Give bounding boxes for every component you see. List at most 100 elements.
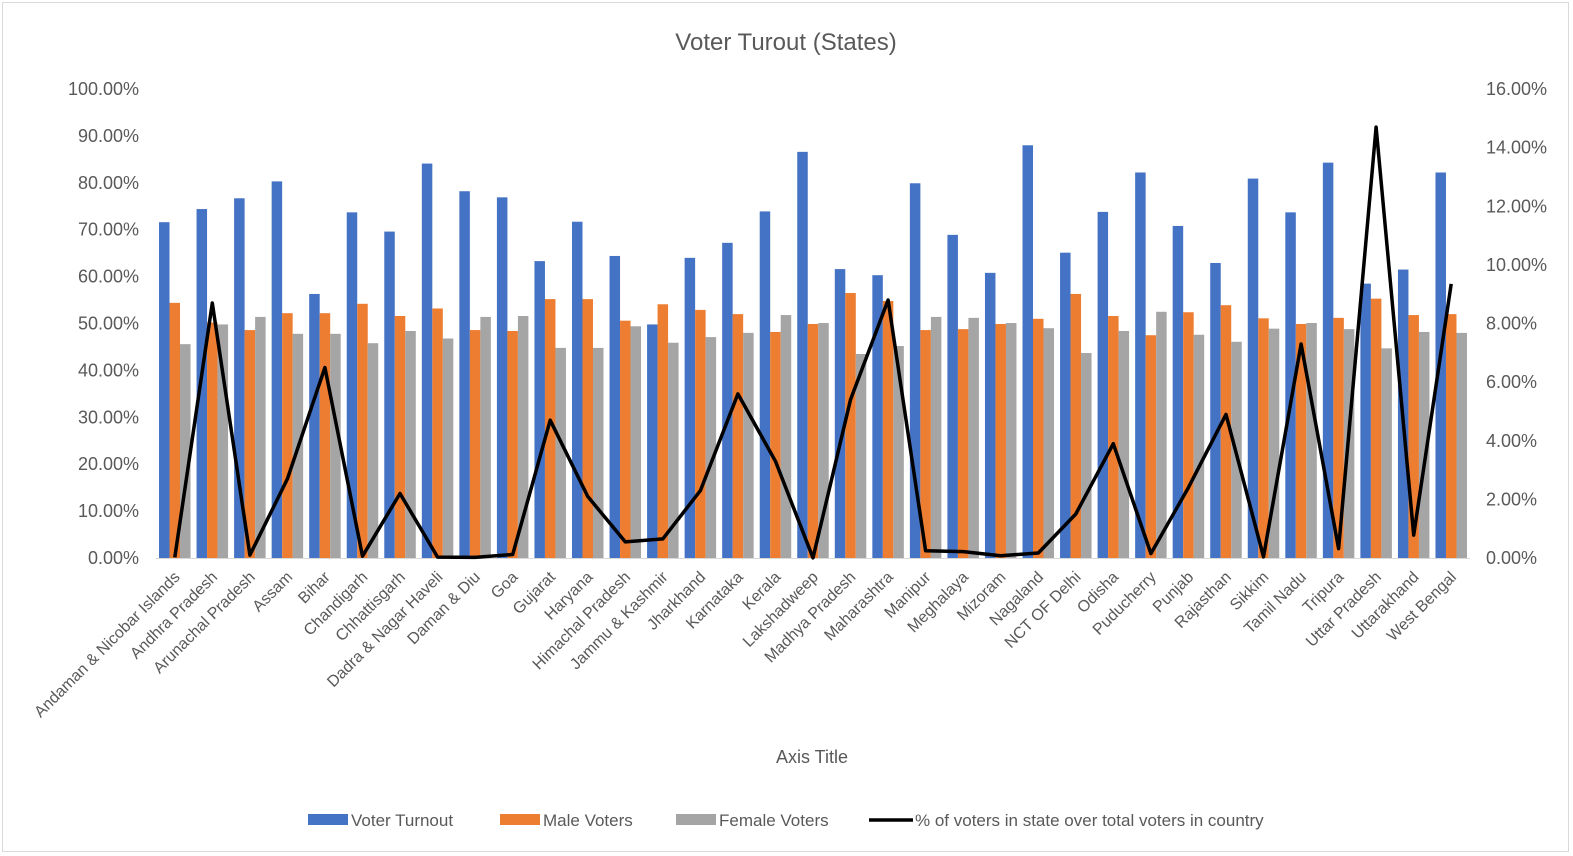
y-tick-label-left: 40.00%: [78, 360, 139, 380]
bar-male-voters-8: [469, 330, 481, 558]
y-tick-label-left: 90.00%: [78, 126, 139, 146]
bar-voter-turnout-16: [759, 211, 771, 558]
y-tick-label-right: 6.00%: [1486, 372, 1537, 392]
bar-female-voters-14: [705, 337, 717, 558]
bar-male-voters-4: [319, 313, 331, 558]
bar-female-voters-29: [1268, 328, 1280, 558]
bar-female-voters-9: [517, 316, 529, 558]
y-tick-label-right: 8.00%: [1486, 314, 1537, 334]
bars-layer: [159, 145, 1467, 559]
bar-voter-turnout-9: [496, 197, 508, 558]
bar-male-voters-31: [1333, 317, 1344, 558]
bar-male-voters-0: [169, 302, 181, 558]
bar-male-voters-29: [1258, 318, 1269, 558]
bar-male-voters-16: [770, 331, 781, 558]
y-tick-label-right: 0.00%: [1486, 548, 1537, 568]
legend-label-3: % of voters in state over total voters i…: [915, 811, 1264, 830]
bar-male-voters-1: [207, 322, 218, 558]
bar-female-voters-20: [930, 316, 942, 558]
bar-voter-turnout-15: [722, 242, 733, 558]
legend-swatch-2: [676, 814, 716, 825]
bar-female-voters-11: [592, 347, 604, 558]
bar-male-voters-12: [620, 320, 631, 558]
bar-voter-turnout-25: [1097, 211, 1109, 558]
bar-male-voters-14: [695, 309, 706, 558]
legend: Voter Turnout Male Voters Female Voters % o…: [308, 811, 1264, 830]
bar-male-voters-25: [1108, 316, 1119, 558]
bar-male-voters-19: [882, 300, 894, 558]
bar-female-voters-1: [217, 324, 229, 558]
bar-female-voters-21: [968, 317, 979, 558]
y-tick-label-left: 0.00%: [88, 548, 139, 568]
bar-male-voters-28: [1220, 305, 1232, 558]
bar-female-voters-18: [855, 353, 867, 558]
bar-voter-turnout-11: [571, 221, 583, 559]
bar-voter-turnout-19: [872, 275, 883, 558]
line-series-voter-share: [173, 125, 1453, 560]
bar-male-voters-32: [1370, 298, 1382, 558]
bar-voter-turnout-29: [1247, 178, 1259, 558]
bar-voter-turnout-10: [534, 261, 545, 558]
bar-female-voters-19: [893, 346, 904, 558]
y-tick-label-left: 70.00%: [78, 220, 139, 240]
bar-male-voters-3: [282, 313, 293, 558]
y-tick-label-left: 60.00%: [78, 267, 139, 287]
bar-voter-turnout-7: [421, 163, 433, 558]
bar-female-voters-8: [480, 316, 491, 558]
bar-male-voters-24: [1070, 293, 1082, 558]
bar-male-voters-26: [1145, 335, 1157, 558]
bar-voter-turnout-3: [271, 181, 283, 558]
bar-voter-turnout-30: [1285, 212, 1296, 558]
legend-label-2: Female Voters: [719, 811, 829, 830]
bar-voter-turnout-4: [309, 293, 320, 558]
bar-male-voters-2: [244, 330, 256, 558]
bar-female-voters-32: [1381, 348, 1392, 558]
bar-voter-turnout-26: [1135, 172, 1146, 559]
x-axis-title: Axis Title: [776, 747, 848, 767]
bar-voter-turnout-13: [647, 324, 658, 558]
bar-female-voters-10: [555, 347, 566, 558]
bar-female-voters-5: [367, 343, 379, 558]
y-tick-label-right: 14.00%: [1486, 138, 1547, 158]
y-tick-label-right: 2.00%: [1486, 489, 1537, 509]
bar-female-voters-4: [330, 333, 341, 558]
y-tick-label-right: 4.00%: [1486, 431, 1537, 451]
chart-area: Voter Turout (States) 0.00% 10.00% 20.00% 3…: [31, 29, 1547, 830]
bar-voter-turnout-27: [1172, 225, 1184, 558]
bar-voter-turnout-20: [909, 183, 921, 558]
bar-male-voters-9: [507, 331, 518, 558]
x-tick-label: Andaman & Nicobar Islands: [31, 569, 183, 721]
bar-male-voters-27: [1183, 312, 1194, 558]
y-tick-label-left: 50.00%: [78, 314, 139, 334]
y-tick-label-left: 100.00%: [68, 79, 139, 99]
bar-male-voters-21: [957, 329, 969, 558]
bar-voter-turnout-14: [684, 257, 696, 558]
bar-male-voters-6: [394, 316, 406, 558]
bar-voter-turnout-22: [984, 272, 996, 558]
legend-swatch-1: [500, 814, 540, 825]
y-tick-label-left: 80.00%: [78, 173, 139, 193]
bar-male-voters-17: [807, 323, 819, 558]
bar-voter-turnout-18: [834, 269, 846, 558]
bar-voter-turnout-8: [459, 191, 470, 559]
y-tick-label-left: 10.00%: [78, 501, 139, 521]
bar-voter-turnout-23: [1022, 145, 1034, 558]
chart-title: Voter Turout (States): [675, 29, 896, 56]
bar-female-voters-22: [1005, 323, 1017, 558]
bar-male-voters-7: [432, 308, 443, 558]
bar-male-voters-11: [582, 299, 593, 558]
bar-female-voters-33: [1418, 331, 1430, 558]
y-tick-label-right: 10.00%: [1486, 255, 1547, 275]
bar-male-voters-10: [544, 299, 556, 558]
bar-female-voters-27: [1193, 334, 1205, 558]
bar-female-voters-23: [1043, 328, 1055, 558]
y-tick-label-left: 20.00%: [78, 454, 139, 474]
bar-male-voters-15: [732, 314, 744, 558]
y-tick-label-right: 12.00%: [1486, 196, 1547, 216]
bar-female-voters-30: [1306, 323, 1317, 558]
bar-male-voters-5: [357, 303, 368, 558]
bar-female-voters-2: [255, 316, 266, 558]
x-tick-label: Assam: [250, 569, 297, 616]
bar-voter-turnout-12: [609, 255, 621, 558]
legend-label-0: Voter Turnout: [351, 811, 453, 830]
